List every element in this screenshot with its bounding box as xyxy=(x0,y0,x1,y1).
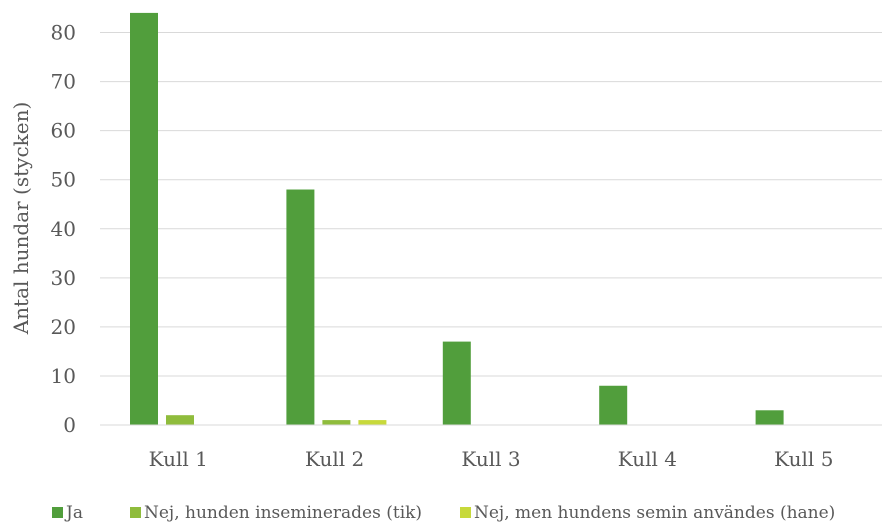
legend-swatch-1 xyxy=(52,507,63,518)
legend-swatch-3 xyxy=(460,507,471,518)
bar-2-1 xyxy=(166,415,194,425)
bar-1-1 xyxy=(130,13,158,425)
bars xyxy=(130,13,784,425)
x-tick-label: Kull 2 xyxy=(305,447,364,471)
y-axis-label: Antal hundar (stycken) xyxy=(9,102,33,336)
x-tick-label: Kull 5 xyxy=(774,447,833,471)
y-tick-label: 20 xyxy=(51,315,76,339)
bar-1-5 xyxy=(756,410,784,425)
legend: Ja Nej, hunden inseminerades (tik) Nej, me… xyxy=(52,503,835,523)
y-tick-label: 40 xyxy=(51,217,76,241)
x-axis-ticks: Kull 1 Kull 2 Kull 3 Kull 4 Kull 5 xyxy=(149,447,834,471)
y-tick-label: 60 xyxy=(51,119,76,143)
x-tick-label: Kull 4 xyxy=(618,447,677,471)
y-tick-label: 70 xyxy=(51,70,76,94)
y-tick-label: 10 xyxy=(51,364,76,388)
x-tick-label: Kull 3 xyxy=(461,447,520,471)
legend-label-2: Nej, hunden inseminerades (tik) xyxy=(144,503,422,523)
bar-1-3 xyxy=(443,342,471,425)
y-tick-label: 30 xyxy=(51,266,76,290)
y-tick-label: 80 xyxy=(51,21,76,45)
legend-swatch-2 xyxy=(130,507,141,518)
y-tick-label: 0 xyxy=(63,413,76,437)
y-axis-ticks: 0 10 20 30 40 50 60 70 80 xyxy=(51,21,76,437)
bar-2-2 xyxy=(322,420,350,425)
legend-label-3: Nej, men hundens semin användes (hane) xyxy=(474,503,835,523)
bar-1-4 xyxy=(599,386,627,425)
y-tick-label: 50 xyxy=(51,168,76,192)
gridlines xyxy=(100,33,882,376)
legend-label-1: Ja xyxy=(64,503,83,523)
bar-1-2 xyxy=(286,190,314,425)
x-tick-label: Kull 1 xyxy=(149,447,208,471)
bar-3-2 xyxy=(358,420,386,425)
